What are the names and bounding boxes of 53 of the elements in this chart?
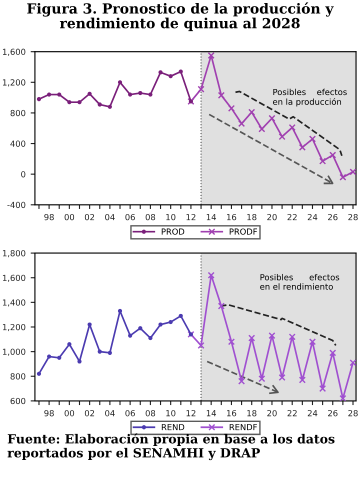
x-tick-label: 18: [247, 214, 256, 220]
x-tick-label: 24: [308, 410, 318, 416]
legend-label: RENDF: [230, 424, 257, 430]
x-tick-label: 28: [348, 214, 358, 220]
legend-label: PRODF: [230, 228, 258, 235]
x-tick-label: 10: [166, 214, 176, 220]
x-tick-label: 20: [267, 410, 277, 416]
x-tick-label: 26: [328, 214, 338, 220]
x-tick-label: 98: [44, 214, 54, 220]
x-tick-label: 12: [186, 214, 196, 220]
x-tick-label: 14: [206, 214, 216, 220]
y-tick-label: 800: [10, 373, 26, 380]
y-tick-label: -400: [7, 202, 26, 208]
x-tick-label: 10: [166, 410, 176, 416]
legend-label: REND: [162, 424, 184, 430]
x-tick-label: 28: [348, 410, 358, 416]
x-tick-label: 14: [206, 410, 216, 416]
chart-title: Figura 3. Pronostico de la producción y rendimiento de quinua al 2028: [27, 2, 334, 32]
x-tick-label: 18: [247, 410, 256, 416]
x-tick-label: 22: [288, 410, 297, 416]
y-tick-label: 1,000: [2, 348, 26, 356]
x-tick-label: 06: [125, 214, 135, 220]
x-tick-label: 04: [105, 410, 115, 416]
y-tick-label: 1,800: [2, 250, 26, 258]
legend-label: PROD: [162, 228, 184, 235]
x-tick-label: 00: [64, 410, 74, 416]
x-tick-label: 06: [125, 410, 135, 416]
x-tick-label: 26: [328, 410, 338, 416]
y-tick-label: 1,200: [2, 324, 26, 332]
annotation: Posibles efectos en el rendimiento: [260, 274, 340, 290]
x-tick-label: 02: [84, 410, 94, 416]
x-tick-label: 16: [227, 410, 236, 416]
y-tick-label: 1,200: [2, 79, 26, 86]
x-tick-label: 98: [44, 410, 54, 416]
annotation: Posibles efectos en la producción: [273, 88, 347, 107]
x-tick-label: 08: [146, 410, 156, 416]
y-tick-label: 1,600: [2, 274, 26, 282]
x-tick-label: 12: [186, 410, 196, 416]
x-tick-label: 04: [105, 214, 115, 220]
x-tick-label: 00: [64, 214, 74, 220]
y-tick-label: 1,600: [2, 48, 26, 56]
y-tick-label: 800: [10, 110, 26, 116]
x-tick-label: 22: [288, 214, 297, 220]
source-note: Fuente: Elaboración propia en base a los datos reportados por el SENAMHI y DRAP: [8, 433, 335, 460]
y-tick-label: 600: [10, 398, 26, 404]
x-tick-label: 08: [146, 214, 156, 220]
y-tick-label: 0: [21, 171, 26, 178]
x-tick-label: 02: [84, 214, 94, 220]
y-tick-label: 1,400: [2, 299, 26, 306]
y-tick-label: 400: [10, 140, 26, 147]
x-tick-label: 20: [267, 214, 277, 220]
x-tick-label: 16: [227, 214, 236, 220]
x-tick-label: 24: [308, 214, 318, 220]
